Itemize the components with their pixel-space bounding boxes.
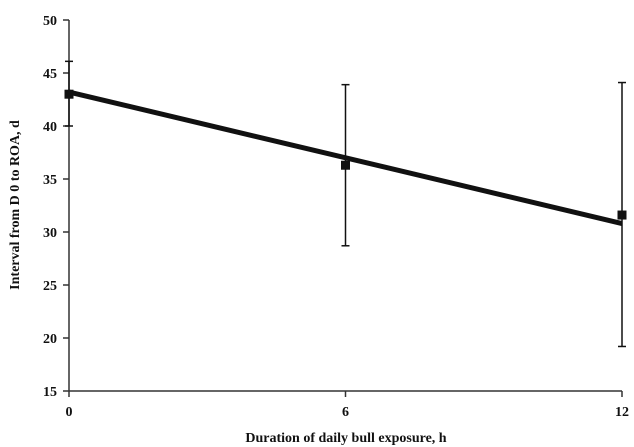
y-axis: 15 20 25 30 35 40 45 50 bbox=[43, 14, 70, 400]
trendline bbox=[68, 89, 623, 226]
y-tick-label: 25 bbox=[43, 279, 57, 294]
y-tick-label: 50 bbox=[43, 14, 57, 29]
data-point bbox=[617, 210, 627, 220]
x-tick-label: 12 bbox=[615, 405, 629, 420]
y-tick-label: 35 bbox=[43, 173, 57, 188]
x-axis-title: Duration of daily bull exposure, h bbox=[245, 431, 446, 446]
y-tick-label: 15 bbox=[43, 385, 57, 400]
y-axis-title: Interval from D 0 to ROA, d bbox=[8, 120, 23, 290]
x-tick-label: 0 bbox=[66, 405, 73, 420]
trendline-group bbox=[68, 89, 623, 226]
y-tick-label: 30 bbox=[43, 226, 57, 241]
y-tick-label: 20 bbox=[43, 332, 57, 347]
x-axis: 0 6 12 bbox=[66, 390, 629, 420]
data-point bbox=[341, 160, 350, 170]
x-tick-label: 6 bbox=[342, 405, 349, 420]
y-tick-label: 45 bbox=[43, 67, 57, 82]
data-point bbox=[64, 89, 74, 99]
y-tick-label: 40 bbox=[43, 120, 57, 135]
data-points bbox=[64, 89, 627, 220]
